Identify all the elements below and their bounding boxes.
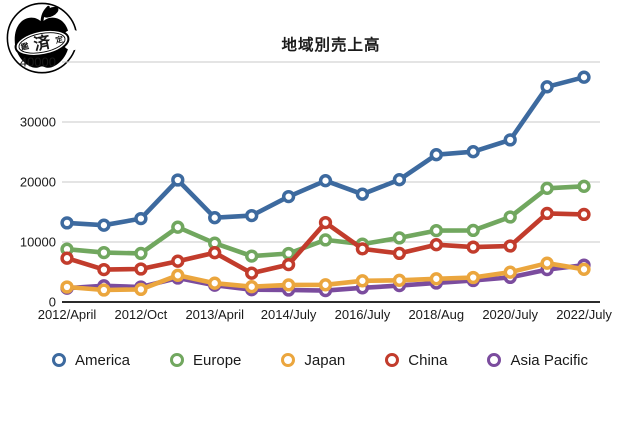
- x-axis-tick-label: 2016/July: [335, 307, 391, 322]
- data-point-china: [281, 257, 296, 272]
- data-point-japan: [134, 282, 148, 297]
- series-america: [60, 70, 591, 232]
- legend-marker-china-icon: [385, 353, 400, 367]
- data-point-china: [577, 207, 591, 222]
- chart-legend: America Europe Japan China Asia Pacific: [0, 346, 640, 374]
- data-point-japan: [503, 265, 517, 279]
- legend-item-europe: Europe: [170, 352, 241, 369]
- data-point-europe: [134, 246, 148, 261]
- data-point-america: [281, 189, 296, 204]
- legend-marker-japan-icon: [281, 353, 296, 367]
- legend-label-asia-pacific: Asia Pacific: [510, 351, 588, 369]
- data-point-europe: [466, 223, 480, 238]
- legend-marker-asia-pacific-icon: [487, 353, 502, 367]
- legend-marker-europe-icon: [170, 353, 185, 367]
- data-point-europe: [171, 220, 185, 234]
- data-point-europe: [392, 231, 407, 245]
- data-point-china: [429, 238, 443, 252]
- x-axis-tick-label: 2013/April: [185, 307, 244, 322]
- data-point-china: [60, 251, 74, 265]
- data-point-japan: [466, 270, 480, 285]
- y-axis-tick-label: 10000: [20, 235, 56, 250]
- legend-item-america: America: [52, 352, 130, 369]
- data-point-japan: [392, 273, 407, 287]
- svg-text:済: 済: [32, 31, 53, 54]
- data-point-china: [208, 246, 222, 260]
- data-point-japan: [355, 274, 370, 288]
- data-point-japan: [60, 280, 74, 294]
- data-point-america: [577, 70, 591, 84]
- data-point-europe: [97, 245, 111, 260]
- x-axis-tick-label: 2020/July: [482, 307, 538, 322]
- chart-title: 地域別売上高: [281, 37, 381, 54]
- legend-label-america: America: [75, 351, 131, 369]
- data-point-america: [466, 145, 480, 159]
- data-point-america: [245, 208, 259, 223]
- data-point-europe: [503, 210, 517, 224]
- series-japan: [60, 256, 591, 297]
- y-axis-tick-label: 40000: [20, 55, 56, 70]
- data-point-europe: [281, 246, 296, 261]
- data-point-europe: [577, 179, 591, 193]
- legend-item-japan: Japan: [281, 352, 345, 369]
- data-point-china: [134, 262, 148, 276]
- data-point-america: [503, 133, 517, 147]
- series-china: [60, 206, 591, 280]
- data-point-japan: [97, 283, 111, 297]
- data-point-europe: [318, 233, 333, 247]
- legend-label-china: China: [408, 351, 448, 369]
- data-point-china: [392, 246, 407, 261]
- y-axis-tick-label: 0: [49, 295, 56, 310]
- data-point-america: [355, 187, 370, 201]
- data-point-japan: [318, 278, 333, 292]
- legend-label-europe: Europe: [193, 351, 242, 369]
- svg-text:定: 定: [53, 34, 64, 46]
- revenue-line-chart: 0 10000 20000 30000 40000 2012/April 2012/Oct 2…: [20, 55, 612, 323]
- data-point-china: [466, 240, 480, 254]
- data-point-america: [60, 216, 74, 230]
- data-point-china: [503, 239, 517, 253]
- data-point-europe: [245, 249, 259, 263]
- legend-label-japan: Japan: [304, 351, 346, 369]
- certified-stamp: 鑑 済 定: [14, 28, 70, 57]
- data-point-china: [245, 266, 259, 280]
- data-point-japan: [245, 280, 259, 294]
- x-axis-tick-label: 2014/July: [261, 307, 317, 322]
- data-point-america: [392, 173, 407, 187]
- data-point-china: [355, 242, 370, 256]
- legend-marker-america-icon: [52, 353, 66, 367]
- data-point-america: [134, 211, 148, 226]
- data-point-america: [540, 80, 554, 94]
- x-axis-tick-label: 2012/April: [38, 307, 97, 322]
- legend-item-china: China: [385, 352, 447, 369]
- svg-text:鑑: 鑑: [20, 41, 30, 52]
- data-point-america: [208, 211, 222, 225]
- legend-item-asia-pacific: Asia Pacific: [487, 352, 588, 369]
- data-point-china: [318, 215, 333, 230]
- y-axis-tick-label: 20000: [20, 175, 56, 190]
- data-point-china: [540, 206, 554, 221]
- data-point-america: [171, 173, 185, 187]
- data-point-japan: [429, 272, 443, 286]
- data-point-europe: [540, 181, 554, 195]
- data-point-china: [97, 262, 111, 277]
- series-line-america: [64, 74, 587, 228]
- data-point-europe: [429, 223, 443, 238]
- data-point-japan: [171, 268, 185, 282]
- y-axis-tick-label: 30000: [20, 115, 56, 130]
- x-axis-tick-label: 2018/Aug: [408, 307, 464, 322]
- data-point-america: [429, 148, 443, 162]
- data-point-japan: [281, 278, 296, 292]
- data-point-china: [171, 254, 185, 268]
- data-point-japan: [577, 262, 591, 276]
- data-point-america: [97, 218, 111, 232]
- data-point-america: [318, 174, 333, 188]
- site-logo: 鑑 済 定: [6, 2, 81, 74]
- x-axis-tick-label: 2022/July: [556, 307, 612, 322]
- x-axis-tick-label: 2012/Oct: [114, 307, 167, 322]
- data-point-japan: [208, 276, 222, 290]
- data-point-japan: [540, 256, 554, 270]
- apple-leaf: [43, 6, 59, 18]
